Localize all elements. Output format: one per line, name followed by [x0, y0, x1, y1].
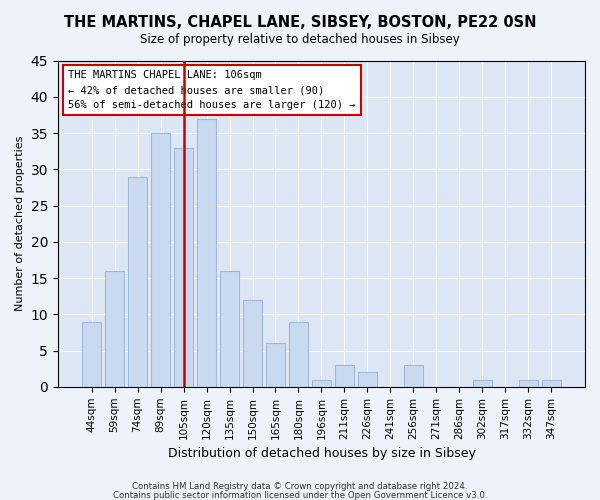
Bar — [542, 380, 561, 387]
Bar — [335, 365, 354, 387]
Bar — [404, 365, 423, 387]
Text: THE MARTINS, CHAPEL LANE, SIBSEY, BOSTON, PE22 0SN: THE MARTINS, CHAPEL LANE, SIBSEY, BOSTON… — [64, 15, 536, 30]
Text: Contains HM Land Registry data © Crown copyright and database right 2024.: Contains HM Land Registry data © Crown c… — [132, 482, 468, 491]
Bar — [128, 176, 148, 387]
Bar — [105, 271, 124, 387]
Bar — [151, 133, 170, 387]
Text: THE MARTINS CHAPEL LANE: 106sqm
← 42% of detached houses are smaller (90)
56% of: THE MARTINS CHAPEL LANE: 106sqm ← 42% of… — [68, 70, 356, 110]
Text: Size of property relative to detached houses in Sibsey: Size of property relative to detached ho… — [140, 32, 460, 46]
Bar — [220, 271, 239, 387]
Bar — [473, 380, 492, 387]
Y-axis label: Number of detached properties: Number of detached properties — [15, 136, 25, 312]
Bar — [266, 344, 285, 387]
Text: Contains public sector information licensed under the Open Government Licence v3: Contains public sector information licen… — [113, 490, 487, 500]
Bar — [197, 118, 217, 387]
Bar — [289, 322, 308, 387]
Bar — [518, 380, 538, 387]
X-axis label: Distribution of detached houses by size in Sibsey: Distribution of detached houses by size … — [167, 447, 475, 460]
Bar — [174, 148, 193, 387]
Bar — [358, 372, 377, 387]
Bar — [82, 322, 101, 387]
Bar — [243, 300, 262, 387]
Bar — [311, 380, 331, 387]
